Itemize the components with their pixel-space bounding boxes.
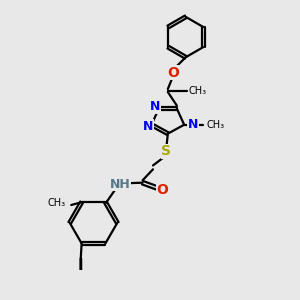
- Text: CH₃: CH₃: [189, 85, 207, 96]
- Text: S: S: [161, 145, 171, 158]
- Text: CH₃: CH₃: [47, 199, 65, 208]
- Text: N: N: [150, 100, 161, 113]
- Text: N: N: [143, 120, 153, 133]
- Text: O: O: [167, 66, 179, 80]
- Text: O: O: [157, 183, 168, 197]
- Text: NH: NH: [110, 178, 131, 191]
- Text: I: I: [77, 258, 83, 273]
- Text: CH₃: CH₃: [206, 120, 225, 130]
- Text: N: N: [188, 118, 198, 131]
